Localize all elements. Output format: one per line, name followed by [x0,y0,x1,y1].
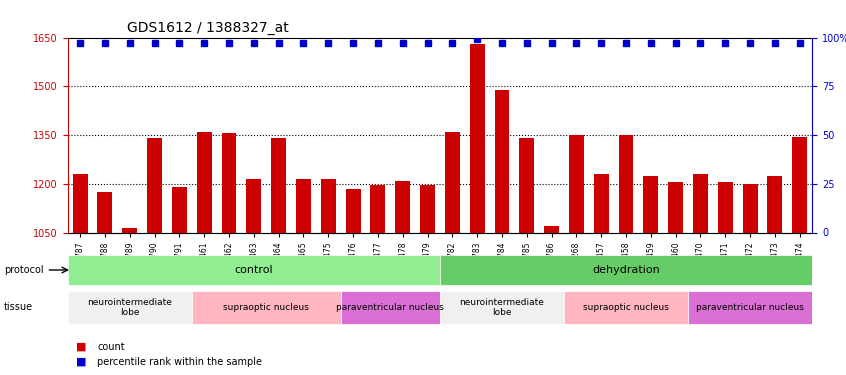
FancyBboxPatch shape [440,291,564,324]
FancyBboxPatch shape [440,255,812,285]
Text: neurointermediate
lobe: neurointermediate lobe [87,298,172,317]
Bar [321,179,336,232]
FancyBboxPatch shape [68,255,440,285]
Bar [668,182,683,232]
Text: percentile rank within the sample: percentile rank within the sample [97,357,262,367]
Bar [743,184,757,232]
Bar [371,185,385,232]
Bar [767,176,783,232]
Bar [718,182,733,232]
Bar [246,179,261,232]
FancyBboxPatch shape [192,291,341,324]
Bar [222,134,236,232]
FancyBboxPatch shape [68,291,192,324]
Bar [544,226,559,232]
Bar [470,44,485,232]
Bar [618,135,634,232]
FancyBboxPatch shape [341,291,440,324]
Bar [197,132,212,232]
FancyBboxPatch shape [564,291,688,324]
Text: ■: ■ [76,357,86,367]
Bar [272,138,286,232]
Text: paraventricular nucleus: paraventricular nucleus [696,303,804,312]
Text: dehydration: dehydration [592,265,660,275]
Bar [693,174,708,232]
Bar [495,90,509,232]
Text: tissue: tissue [4,303,33,312]
Text: neurointermediate
lobe: neurointermediate lobe [459,298,544,317]
Bar [420,185,435,232]
Bar [123,228,137,232]
Bar [569,135,584,232]
Text: GDS1612 / 1388327_at: GDS1612 / 1388327_at [127,21,289,35]
Text: supraoptic nucleus: supraoptic nucleus [223,303,309,312]
Text: control: control [234,265,273,275]
Text: paraventricular nucleus: paraventricular nucleus [337,303,444,312]
Bar [73,174,87,232]
Bar [147,138,162,232]
FancyBboxPatch shape [688,291,812,324]
Bar [519,138,534,232]
Bar [395,180,410,232]
Text: supraoptic nucleus: supraoptic nucleus [583,303,669,312]
Bar [346,189,360,232]
Text: count: count [97,342,125,352]
Bar [97,192,113,232]
Bar [793,136,807,232]
Bar [644,176,658,232]
Bar [296,179,310,232]
Bar [172,187,187,232]
Text: protocol: protocol [4,265,44,275]
Bar [445,132,459,232]
Text: ■: ■ [76,342,86,352]
Bar [594,174,608,232]
